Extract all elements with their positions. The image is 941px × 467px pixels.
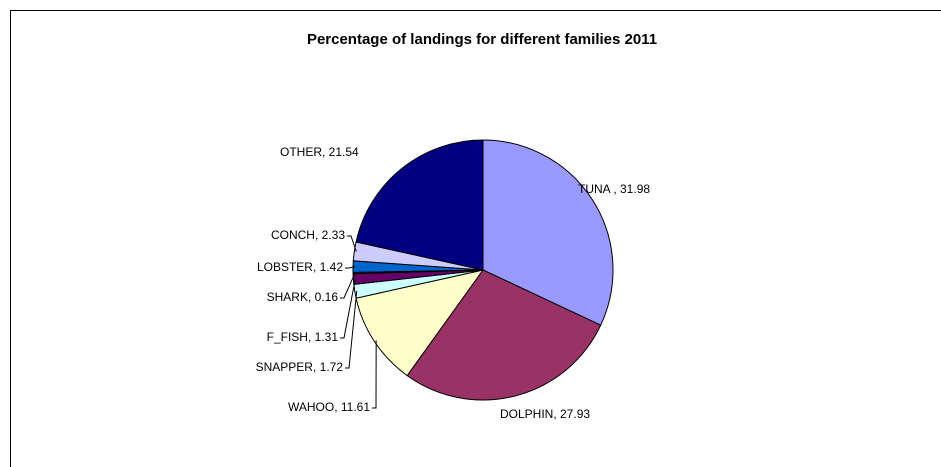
data-label: SHARK, 0.16: [267, 290, 339, 304]
pie-slice: [482, 139, 614, 326]
leader-line: [340, 278, 356, 339]
chart-title: Percentage of landings for different fam…: [307, 31, 657, 48]
leader-line: [345, 266, 356, 269]
leader-line: [345, 290, 358, 369]
data-label: LOBSTER, 1.42: [257, 260, 343, 274]
data-label: TUNA , 31.98: [578, 182, 650, 196]
pie-slice: [406, 269, 602, 401]
leader-line: [340, 272, 356, 299]
data-label: WAHOO, 11.61: [288, 400, 370, 414]
leader-line: [347, 235, 357, 252]
data-label: DOLPHIN, 27.93: [500, 407, 590, 421]
leader-line: [372, 340, 377, 409]
pie-slice: [355, 269, 485, 377]
data-label: F_FISH, 1.31: [267, 330, 339, 344]
pie-slice: [355, 139, 484, 271]
data-label: SNAPPER, 1.72: [256, 360, 344, 374]
data-label: CONCH, 2.33: [271, 228, 345, 242]
data-label: OTHER, 21.54: [280, 145, 359, 159]
